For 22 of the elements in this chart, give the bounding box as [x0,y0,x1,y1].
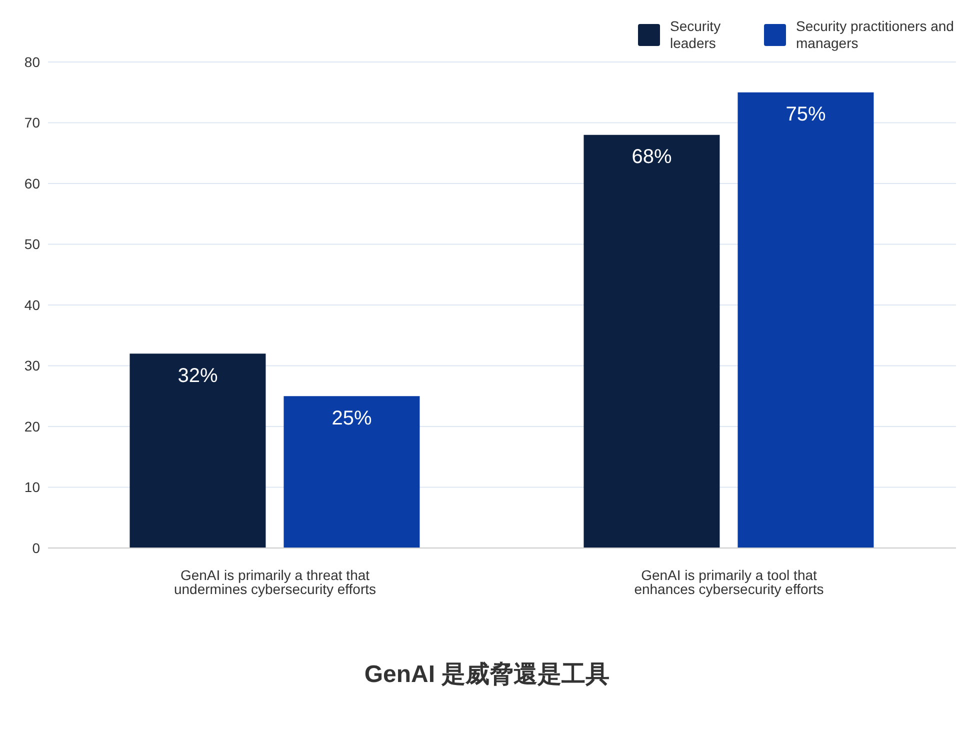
y-tick-label: 0 [32,540,40,556]
y-tick-label: 20 [24,418,40,434]
data-label: 75% [786,104,826,126]
y-tick-label: 40 [24,296,40,313]
data-label: 25% [332,407,372,430]
text: GenAI 是威脅還是工具 [363,660,611,690]
bar [130,354,266,548]
x-tick-label: GenAI is primarily a threat that undermines cybersecurity efforts [174,566,376,597]
x-tick-label: GenAI is primarily a tool that enhances cybersecurity efforts [634,566,824,597]
legend-label: Security leaders [670,18,722,52]
legend-label: Security practitioners and managers [796,18,955,52]
y-tick-label: 70 [24,114,40,131]
data-label: 32% [178,364,218,387]
y-tick-label: 30 [24,358,40,374]
y-tick-label: 50 [24,236,40,252]
bar [738,92,874,548]
data-label: 68% [632,146,672,168]
bar [584,134,720,548]
y-tick-label: 80 [24,54,40,70]
bar [284,396,420,548]
y-tick-label: 10 [24,479,40,496]
y-tick-label: 60 [24,175,40,192]
